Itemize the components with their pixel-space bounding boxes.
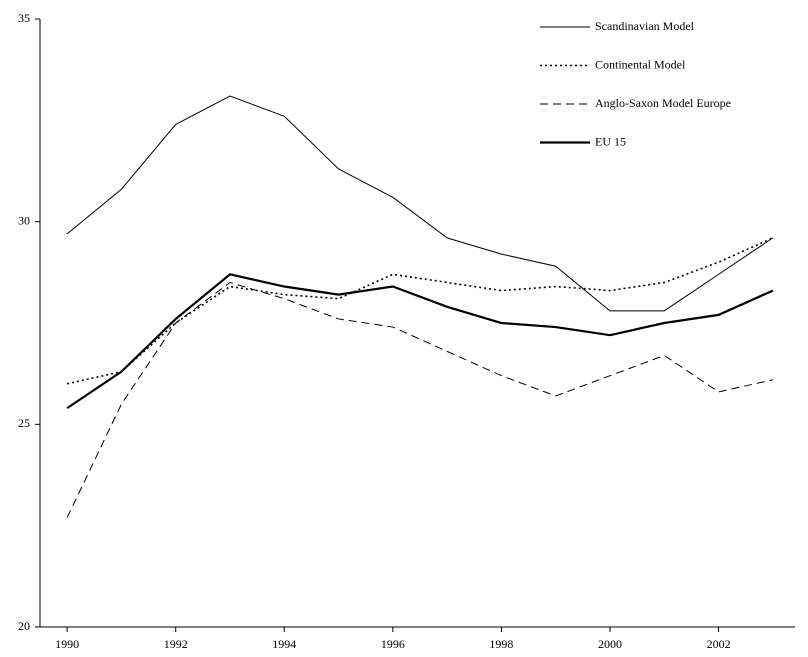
y-tick-label: 20 <box>18 619 30 633</box>
y-tick-label: 25 <box>18 416 30 430</box>
x-tick-label: 1994 <box>272 637 296 651</box>
x-tick-label: 2000 <box>598 637 622 651</box>
legend-label: EU 15 <box>595 134 626 148</box>
x-tick-label: 2002 <box>707 637 731 651</box>
series-line <box>66 237 774 385</box>
x-tick-label: 1990 <box>55 637 79 651</box>
x-tick-label: 1992 <box>164 637 188 651</box>
series-line <box>66 273 774 410</box>
legend-label: Scandinavian Model <box>595 19 695 33</box>
x-tick-label: 1998 <box>489 637 513 651</box>
x-tick-label: 1996 <box>381 637 405 651</box>
series-line <box>66 95 774 312</box>
y-tick-label: 30 <box>18 213 30 227</box>
legend-label: Continental Model <box>595 57 686 71</box>
y-tick-label: 35 <box>18 11 30 25</box>
legend-label: Anglo-Saxon Model Europe <box>595 96 731 110</box>
series-line <box>66 281 773 518</box>
